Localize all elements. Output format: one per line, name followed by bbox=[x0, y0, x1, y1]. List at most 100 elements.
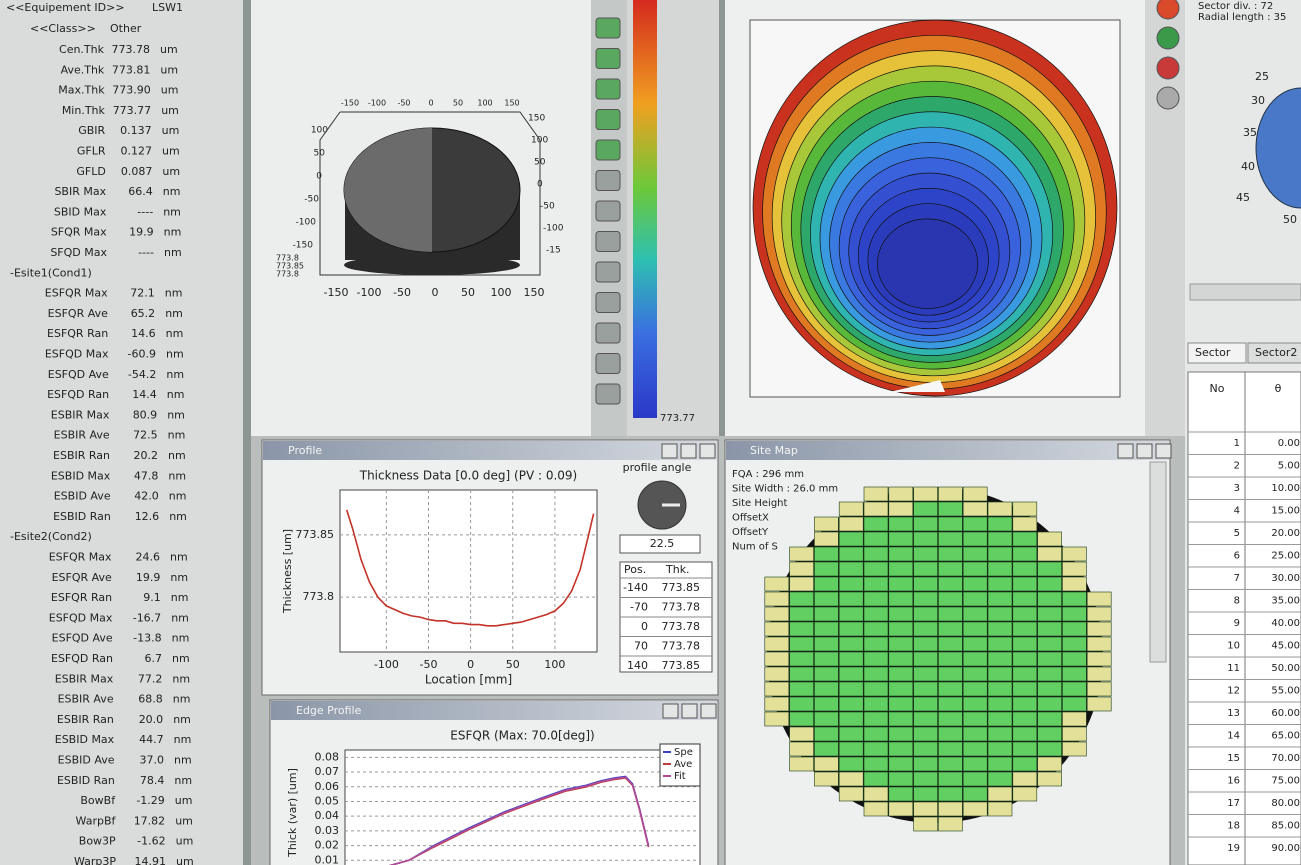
site-cell[interactable] bbox=[1012, 516, 1038, 532]
site-cell[interactable] bbox=[1062, 561, 1087, 577]
site-cell[interactable] bbox=[938, 486, 963, 502]
site-cell[interactable] bbox=[962, 621, 988, 637]
site-cell[interactable] bbox=[888, 651, 914, 667]
site-cell[interactable] bbox=[1037, 561, 1062, 577]
site-cell[interactable] bbox=[1037, 621, 1062, 637]
site-cell[interactable] bbox=[1086, 606, 1112, 622]
site-cell[interactable] bbox=[1086, 591, 1112, 607]
site-cell[interactable] bbox=[962, 711, 988, 727]
window-button[interactable] bbox=[680, 443, 697, 459]
site-cell[interactable] bbox=[938, 756, 963, 772]
site-cell[interactable] bbox=[863, 696, 889, 712]
tool-icon[interactable] bbox=[1156, 86, 1180, 110]
site-cell[interactable] bbox=[863, 726, 889, 742]
site-cell[interactable] bbox=[938, 606, 963, 622]
site-cell[interactable] bbox=[962, 666, 988, 682]
site-cell[interactable] bbox=[1062, 576, 1087, 592]
window-button[interactable] bbox=[700, 703, 717, 719]
site-cell[interactable] bbox=[838, 711, 864, 727]
site-cell[interactable] bbox=[838, 621, 864, 637]
site-cell[interactable] bbox=[913, 711, 938, 727]
site-cell[interactable] bbox=[814, 666, 839, 682]
site-cell[interactable] bbox=[888, 486, 914, 502]
site-cell[interactable] bbox=[938, 636, 963, 652]
site-cell[interactable] bbox=[863, 516, 889, 532]
site-cell[interactable] bbox=[938, 531, 963, 547]
site-cell[interactable] bbox=[838, 501, 864, 517]
site-cell[interactable] bbox=[962, 786, 988, 802]
site-cell[interactable] bbox=[789, 756, 814, 772]
site-cell[interactable] bbox=[814, 621, 839, 637]
site-cell[interactable] bbox=[1012, 501, 1038, 517]
site-cell[interactable] bbox=[938, 786, 963, 802]
site-cell[interactable] bbox=[838, 576, 864, 592]
site-cell[interactable] bbox=[1037, 546, 1062, 562]
angle-value[interactable]: 22.5 bbox=[650, 537, 675, 550]
site-cell[interactable] bbox=[913, 591, 938, 607]
site-cell[interactable] bbox=[987, 756, 1013, 772]
site-cell[interactable] bbox=[938, 501, 963, 517]
site-cell[interactable] bbox=[863, 501, 889, 517]
site-cell[interactable] bbox=[913, 756, 938, 772]
site-cell[interactable] bbox=[913, 696, 938, 712]
site-cell[interactable] bbox=[987, 621, 1013, 637]
site-cell[interactable] bbox=[987, 666, 1013, 682]
site-cell[interactable] bbox=[789, 741, 814, 757]
site-cell[interactable] bbox=[789, 636, 814, 652]
site-cell[interactable] bbox=[888, 591, 914, 607]
site-cell[interactable] bbox=[913, 516, 938, 532]
site-cell[interactable] bbox=[814, 756, 839, 772]
site-cell[interactable] bbox=[1062, 591, 1087, 607]
site-cell[interactable] bbox=[1037, 681, 1062, 697]
site-cell[interactable] bbox=[913, 771, 938, 787]
tool-icon[interactable] bbox=[595, 17, 621, 39]
site-cell[interactable] bbox=[863, 771, 889, 787]
site-cell[interactable] bbox=[1012, 591, 1038, 607]
site-cell[interactable] bbox=[888, 741, 914, 757]
site-cell[interactable] bbox=[1037, 711, 1062, 727]
site-cell[interactable] bbox=[938, 561, 963, 577]
site-cell[interactable] bbox=[863, 681, 889, 697]
site-cell[interactable] bbox=[888, 546, 914, 562]
site-cell[interactable] bbox=[838, 591, 864, 607]
site-cell[interactable] bbox=[938, 801, 963, 817]
window-button[interactable] bbox=[1136, 443, 1153, 459]
site-cell[interactable] bbox=[863, 786, 889, 802]
site-cell[interactable] bbox=[863, 591, 889, 607]
site-cell[interactable] bbox=[1086, 621, 1112, 637]
site-cell[interactable] bbox=[814, 726, 839, 742]
site-cell[interactable] bbox=[987, 696, 1013, 712]
site-cell[interactable] bbox=[1012, 696, 1038, 712]
site-cell[interactable] bbox=[1037, 696, 1062, 712]
site-cell[interactable] bbox=[764, 591, 790, 607]
site-cell[interactable] bbox=[863, 651, 889, 667]
site-cell[interactable] bbox=[838, 546, 864, 562]
site-cell[interactable] bbox=[1012, 546, 1038, 562]
site-cell[interactable] bbox=[913, 486, 938, 502]
site-cell[interactable] bbox=[1037, 591, 1062, 607]
window-button[interactable] bbox=[681, 703, 698, 719]
site-cell[interactable] bbox=[838, 636, 864, 652]
site-cell[interactable] bbox=[1037, 756, 1062, 772]
site-cell[interactable] bbox=[888, 621, 914, 637]
site-cell[interactable] bbox=[838, 606, 864, 622]
site-cell[interactable] bbox=[987, 651, 1013, 667]
site-cell[interactable] bbox=[789, 561, 814, 577]
site-cell[interactable] bbox=[913, 606, 938, 622]
tool-icon[interactable] bbox=[595, 48, 621, 69]
site-cell[interactable] bbox=[863, 561, 889, 577]
site-cell[interactable] bbox=[1012, 576, 1038, 592]
site-cell[interactable] bbox=[838, 756, 864, 772]
site-cell[interactable] bbox=[838, 561, 864, 577]
site-cell[interactable] bbox=[838, 771, 864, 787]
site-cell[interactable] bbox=[1062, 636, 1087, 652]
site-cell[interactable] bbox=[1037, 741, 1062, 757]
site-cell[interactable] bbox=[1062, 711, 1087, 727]
tab-label[interactable]: Sector bbox=[1195, 346, 1231, 359]
site-cell[interactable] bbox=[863, 606, 889, 622]
site-cell[interactable] bbox=[789, 666, 814, 682]
site-cell[interactable] bbox=[1012, 756, 1038, 772]
site-cell[interactable] bbox=[1062, 741, 1087, 757]
site-cell[interactable] bbox=[1012, 561, 1038, 577]
site-cell[interactable] bbox=[987, 726, 1013, 742]
